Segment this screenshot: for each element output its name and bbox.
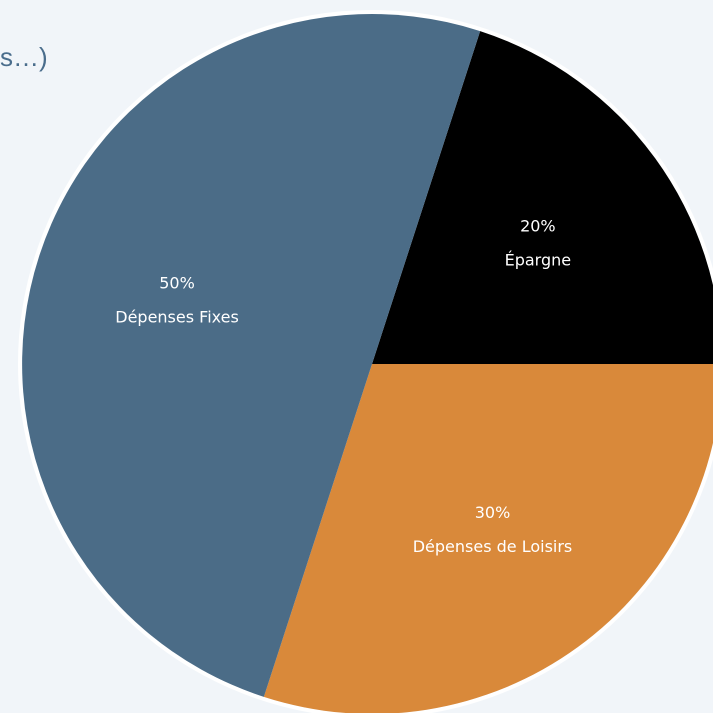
pie-slice-2: [22, 14, 481, 697]
caption-text: s…): [0, 42, 48, 72]
pie-slice-1: [263, 364, 713, 713]
slice-percent-label: 20%: [520, 217, 556, 236]
pie-slice-0: [372, 31, 713, 364]
slice-category-label: Dépenses de Loisirs: [413, 537, 573, 556]
slice-category-label: Dépenses Fixes: [115, 308, 239, 327]
pie-outline: [18, 10, 713, 713]
slice-percent-label: 30%: [475, 503, 511, 522]
slice-category-label: Épargne: [505, 251, 572, 270]
slice-percent-label: 50%: [159, 274, 195, 293]
